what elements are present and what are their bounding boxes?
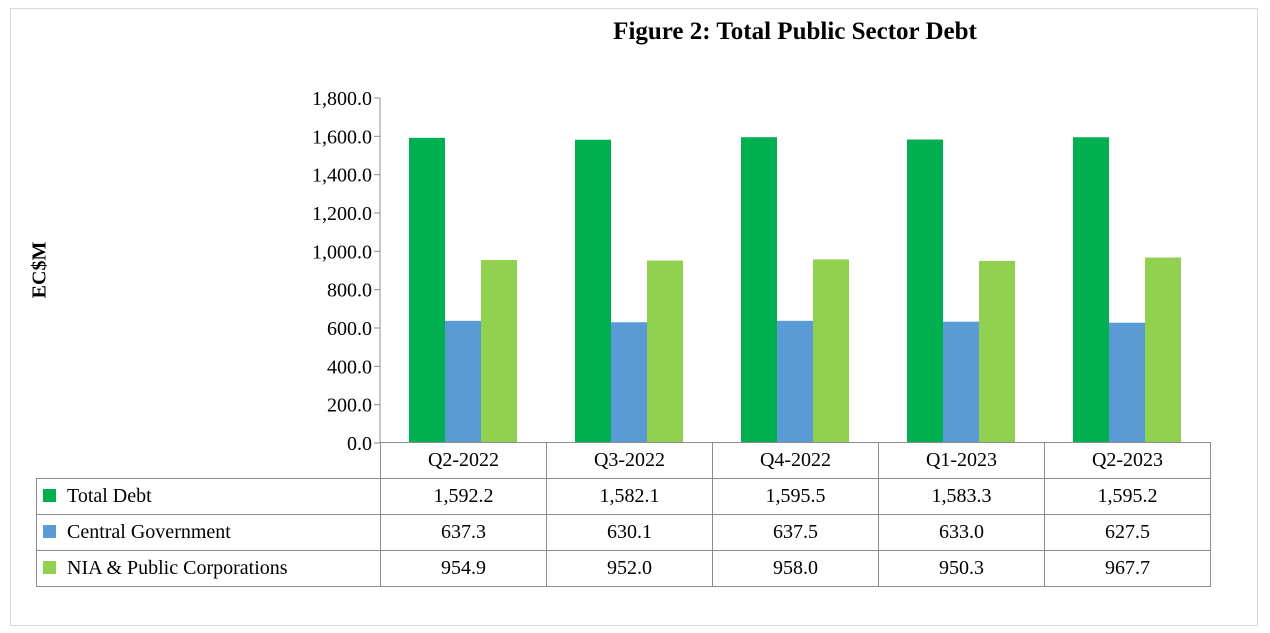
legend-label: Central Government — [67, 521, 231, 543]
table-row: NIA & Public Corporations 954.9 952.0 958.0… — [36, 550, 1211, 587]
y-tick-label: 1,800.0 — [312, 88, 372, 110]
bar-nia-public-corporations-q4-2022 — [813, 259, 849, 443]
data-label: 637.5 — [712, 514, 879, 551]
x-tick-label: Q2-2022 — [380, 442, 547, 479]
y-tick-label: 1,600.0 — [312, 126, 372, 148]
data-label: 958.0 — [712, 550, 879, 587]
bar-nia-public-corporations-q3-2022 — [647, 260, 683, 443]
legend-swatch — [43, 560, 56, 574]
bar-central-government-q4-2022 — [777, 320, 813, 443]
bar-total-debt-q4-2022 — [741, 137, 777, 443]
bar-total-debt-q2-2023 — [1073, 137, 1109, 443]
data-label: 627.5 — [1044, 514, 1211, 551]
data-label: 1,592.2 — [380, 478, 547, 515]
data-table: Q2-2022 Q3-2022 Q4-2022 Q1-2023 Q2-2023 Total… — [36, 442, 1211, 587]
data-label: 1,582.1 — [546, 478, 713, 515]
data-label: 1,595.2 — [1044, 478, 1211, 515]
legend-swatch — [43, 524, 56, 538]
chart-title: Figure 2: Total Public Sector Debt — [613, 18, 977, 45]
bar-central-government-q1-2023 — [943, 321, 979, 443]
bar-central-government-q2-2023 — [1109, 322, 1145, 443]
table-header-row: Q2-2022 Q3-2022 Q4-2022 Q1-2023 Q2-2023 — [36, 442, 1211, 479]
data-label: 967.7 — [1044, 550, 1211, 587]
data-label: 633.0 — [878, 514, 1045, 551]
data-label: 952.0 — [546, 550, 713, 587]
data-label: 954.9 — [380, 550, 547, 587]
legend-entry: Total Debt — [36, 478, 381, 515]
x-tick-label: Q2-2023 — [1044, 442, 1211, 479]
data-label: 1,595.5 — [712, 478, 879, 515]
bar-central-government-q2-2022 — [445, 320, 481, 443]
table-corner — [36, 442, 381, 479]
bar-total-debt-q3-2022 — [575, 139, 611, 443]
y-tick-label: 800.0 — [327, 280, 372, 302]
y-tick-label: 1,200.0 — [312, 203, 372, 225]
y-tick-label: 1,000.0 — [312, 241, 372, 263]
data-label: 637.3 — [380, 514, 547, 551]
legend-label: Total Debt — [67, 485, 152, 507]
y-tick-label: 400.0 — [327, 356, 372, 378]
table-row: Total Debt 1,592.2 1,582.1 1,595.5 1,583.3 1,… — [36, 478, 1211, 515]
legend-entry: Central Government — [36, 514, 381, 551]
bar-total-debt-q1-2023 — [907, 139, 943, 443]
y-tick-label: 600.0 — [327, 318, 372, 340]
bar-nia-public-corporations-q2-2022 — [481, 259, 517, 443]
legend-swatch — [43, 488, 56, 502]
data-label: 630.1 — [546, 514, 713, 551]
x-tick-label: Q3-2022 — [546, 442, 713, 479]
bar-central-government-q3-2022 — [611, 322, 647, 443]
legend-label: NIA & Public Corporations — [67, 557, 288, 579]
x-tick-label: Q4-2022 — [712, 442, 879, 479]
data-label: 1,583.3 — [878, 478, 1045, 515]
bar-nia-public-corporations-q1-2023 — [979, 260, 1015, 443]
chart-frame — [10, 8, 1258, 626]
bar-nia-public-corporations-q2-2023 — [1145, 257, 1181, 443]
y-tick-label: 200.0 — [327, 395, 372, 417]
data-label: 950.3 — [878, 550, 1045, 587]
bar-total-debt-q2-2022 — [409, 137, 445, 443]
y-tick-label: 1,400.0 — [312, 165, 372, 187]
table-row: Central Government 637.3 630.1 637.5 633.0 62… — [36, 514, 1211, 551]
legend-entry: NIA & Public Corporations — [36, 550, 381, 587]
x-tick-label: Q1-2023 — [878, 442, 1045, 479]
